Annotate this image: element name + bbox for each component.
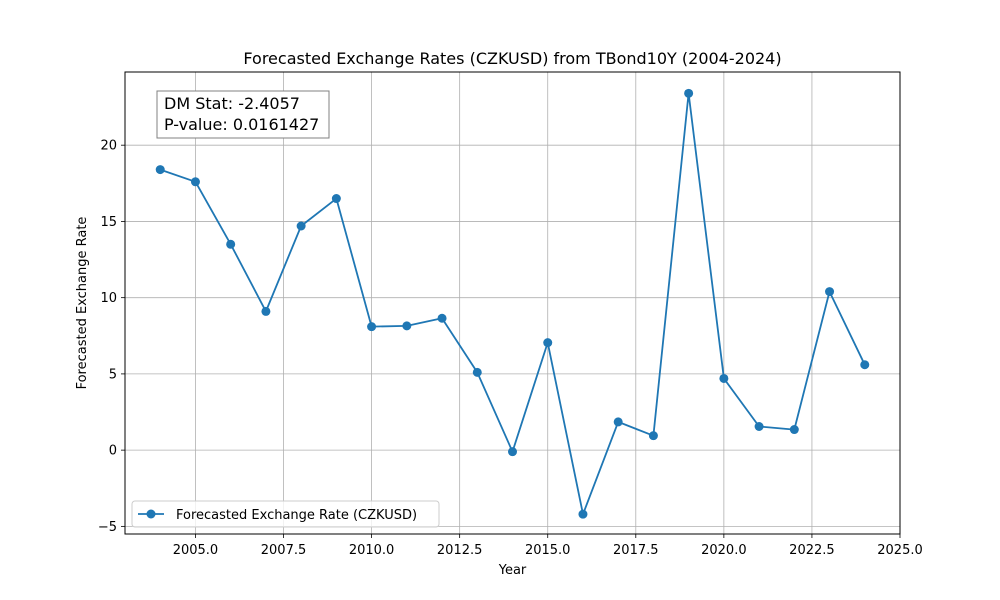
x-axis-ticks: 2005.0 2007.5 2010.0 2012.5 2015.0 2017.5 2020…: [173, 534, 923, 558]
legend-frame: [131, 500, 440, 528]
dm-stat-text: DM Stat: -2.4057: [164, 94, 300, 113]
p-value-text: P-value: 0.0161427: [164, 115, 319, 134]
data-point: [754, 422, 764, 432]
chart-title: Forecasted Exchange Rates (CZKUSD) from …: [243, 49, 781, 68]
x-axis-label: Year: [498, 563, 527, 578]
y-axis-label: Forecasted Exchange Rate: [75, 217, 90, 390]
x-tick-label: 2022.5: [789, 543, 835, 558]
data-point: [437, 313, 447, 323]
data-point: [860, 360, 870, 370]
series-layer: [155, 88, 870, 519]
data-point: [155, 165, 165, 175]
y-tick-label: 15: [100, 215, 117, 230]
y-tick-label: 20: [100, 139, 117, 154]
data-point: [789, 425, 799, 435]
y-tick-label: 0: [109, 444, 117, 459]
stats-box: DM Stat: -2.4057 P-value: 0.0161427: [156, 90, 330, 139]
y-tick-label: 5: [109, 367, 117, 382]
data-point: [578, 509, 588, 519]
data-point: [367, 322, 377, 332]
data-point: [472, 367, 482, 377]
y-tick-label: −5: [98, 520, 117, 535]
x-tick-label: 2010.0: [349, 543, 395, 558]
data-point: [543, 338, 553, 348]
data-point: [226, 239, 236, 249]
y-tick-label: 10: [100, 291, 117, 306]
data-point: [190, 177, 200, 187]
data-point: [719, 373, 729, 383]
x-tick-label: 2017.5: [613, 543, 659, 558]
legend: Forecasted Exchange Rate (CZKUSD): [131, 500, 440, 528]
plot-frame: [124, 71, 901, 535]
legend-label: Forecasted Exchange Rate (CZKUSD): [176, 508, 417, 523]
x-tick-label: 2020.0: [701, 543, 747, 558]
data-point: [402, 321, 412, 331]
x-tick-label: 2007.5: [261, 543, 307, 558]
data-point: [648, 431, 658, 441]
data-point: [613, 417, 623, 427]
x-tick-label: 2025.0: [877, 543, 923, 558]
legend-marker-swatch: [146, 509, 156, 519]
data-point: [296, 221, 306, 231]
y-axis-ticks: −5 0 5 10 15 20: [98, 139, 125, 535]
data-point: [261, 306, 271, 316]
data-point: [825, 287, 835, 297]
x-tick-label: 2005.0: [173, 543, 219, 558]
data-point: [508, 447, 517, 457]
stats-box-frame: [156, 90, 330, 139]
data-point: [684, 88, 694, 98]
data-point: [331, 194, 341, 204]
x-tick-label: 2015.0: [525, 543, 571, 558]
x-tick-label: 2012.5: [437, 543, 483, 558]
